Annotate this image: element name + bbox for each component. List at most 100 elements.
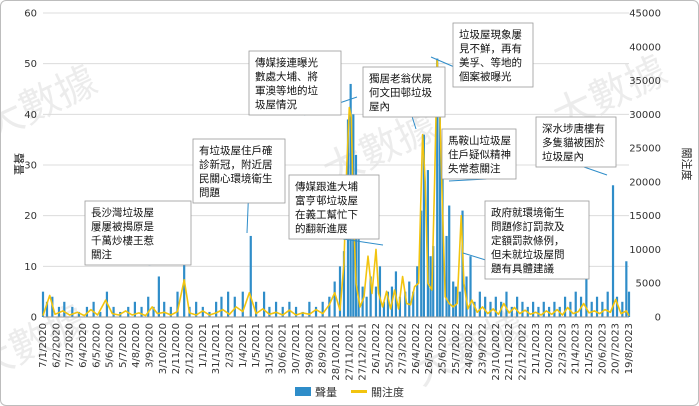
volume-bar	[333, 281, 336, 317]
annotation-text: 屢屢被揭原是	[91, 220, 154, 233]
y-left-tick-labels: 0 10 20 30 40 50 60	[24, 9, 37, 324]
volume-bar	[77, 311, 81, 317]
annotation-box	[362, 66, 446, 118]
annotation-text: 在義工幫忙下	[295, 208, 358, 221]
volume-bar	[436, 58, 439, 317]
volume-bar	[422, 134, 425, 317]
volume-bar	[163, 301, 166, 317]
volume-bar	[478, 291, 481, 317]
x-tick-label: 2/3/2021	[224, 323, 235, 368]
volume-bar	[516, 296, 519, 317]
x-tick-label: 26/5/2022	[424, 323, 435, 374]
x-tick-label: 27/11/2021	[344, 323, 355, 381]
annotation-box	[441, 128, 517, 180]
annotation-text: 民關心環境衛生	[199, 172, 273, 185]
annotations: 長沙灣垃圾屋屢屢被揭原是千萬炒樓王惹關注有垃圾屋住戶確診新冠，附近居民關心環境衛…	[84, 22, 617, 280]
y-right-tick-labels: 0 5000 10000 15000 20000 25000 30000 35000 40000…	[629, 9, 661, 324]
volume-bar	[227, 291, 230, 317]
volume-bar	[426, 170, 429, 317]
volume-bar	[220, 296, 223, 317]
volume-bar	[445, 235, 448, 317]
volume-bar	[454, 286, 457, 317]
annotation-text: 馬鞍山垃圾屋	[448, 134, 511, 147]
annotation-text: 傳媒接連曝光	[255, 56, 318, 69]
volume-bar	[301, 311, 304, 317]
x-tick-label: 4/8/2020	[131, 323, 142, 368]
x-tick-label: 7/1/2020	[38, 323, 49, 368]
annotation-pointer	[342, 238, 384, 246]
x-tick-label: 3/9/2020	[145, 323, 156, 368]
x-tick-label: 25/6/2022	[438, 323, 449, 374]
legend-attention-label: 關注度	[371, 385, 404, 399]
volume-bar	[233, 296, 236, 317]
volume-bar	[215, 301, 218, 317]
volume-bar	[374, 286, 378, 317]
annotation-text: 深水埗唐樓有	[542, 122, 605, 135]
volume-bar	[621, 301, 624, 317]
volume-bar	[438, 114, 441, 317]
x-tick-label: 25/7/2022	[451, 323, 462, 374]
annotation-text: 的翻新進展	[295, 222, 348, 235]
x-tick-label: 6/2/2020	[51, 323, 62, 368]
x-tick-label: 26/1/2022	[371, 323, 382, 374]
volume-bar	[71, 306, 74, 317]
volume-bar	[412, 291, 415, 317]
x-tick-label: 6/5/2020	[91, 323, 102, 368]
volume-bar	[268, 306, 271, 317]
annotation-text: 住戶疑似精神	[448, 148, 511, 161]
annotation-text: 失常惹關注	[448, 162, 501, 175]
volume-bar	[328, 296, 331, 317]
x-tick-label: 21/1/2023	[531, 323, 542, 374]
attention-series-line	[42, 59, 630, 317]
volume-bar	[152, 306, 155, 317]
x-tick-label: 5/6/2020	[105, 323, 116, 368]
volume-bar	[489, 301, 492, 317]
x-tick-label: 22/12/2022	[517, 323, 528, 381]
volume-bar	[595, 296, 599, 317]
y-right-tick-label: 25000	[629, 144, 661, 155]
x-tick-label: 30/6/2021	[278, 323, 289, 374]
volume-bar	[308, 301, 311, 317]
x-tick-label: 2/12/2020	[185, 323, 196, 374]
volume-bar	[404, 291, 407, 317]
annotation-text: 問題	[199, 187, 220, 199]
y-right-tick-label: 30000	[629, 110, 661, 121]
x-tick-label: 31/1/2021	[211, 323, 222, 374]
volume-bar	[99, 311, 102, 317]
volume-bar	[314, 306, 318, 317]
annotation-box	[288, 174, 380, 240]
volume-bar	[92, 301, 95, 317]
volume-bar	[183, 261, 186, 317]
y-left-tick-label: 40	[24, 110, 37, 121]
volume-bar	[378, 266, 382, 317]
x-tick-label: 2/11/2020	[171, 323, 182, 374]
attention-line	[42, 59, 630, 317]
volume-bar	[321, 301, 324, 317]
volume-bar	[601, 301, 604, 317]
volume-bar	[369, 276, 372, 317]
volume-bar	[606, 291, 609, 317]
x-tick-label: 28/9/2021	[318, 323, 329, 374]
volume-bar	[133, 301, 136, 317]
annotation-text: 何文田邨垃圾	[369, 86, 432, 99]
x-tick-label: 25/2/2022	[384, 323, 395, 374]
annotation-text: 個案被曝光	[459, 70, 512, 83]
annotation-text: 數處大埔、將	[255, 70, 318, 83]
annotation-text: 有垃圾屋住戶確	[199, 144, 273, 157]
annotation-text: 政府就環境衛生	[491, 206, 565, 219]
x-tick-label: 21/4/2023	[571, 323, 582, 374]
y-right-tick-label: 10000	[629, 245, 661, 256]
annotation-box	[484, 200, 590, 280]
y-left-tick-label: 30	[24, 161, 37, 172]
volume-bar	[294, 306, 298, 317]
annotation-text: 題有具體建議	[491, 262, 554, 275]
x-tick-label: 7/3/2020	[65, 323, 76, 368]
x-tick-label: 20/7/2023	[611, 323, 622, 374]
volume-bar	[398, 296, 402, 317]
x-tick-label: 6/4/2020	[78, 323, 89, 368]
